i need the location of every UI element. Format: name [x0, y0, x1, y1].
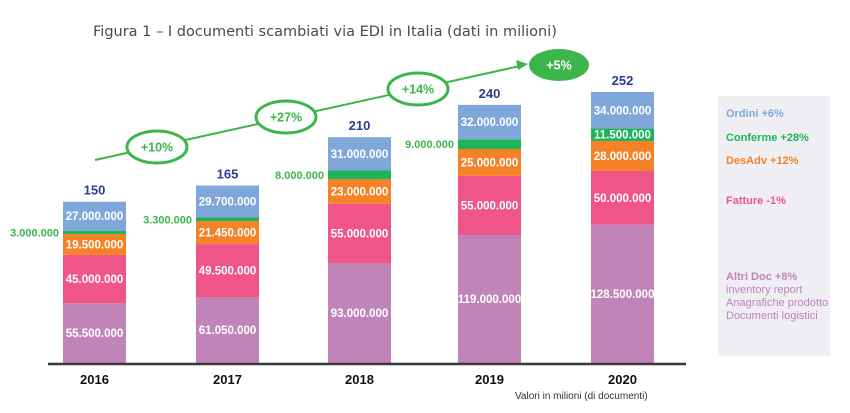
total-label-2017: 165 — [217, 167, 239, 182]
segment-label-altri-doc-2019: 119.000.000 — [458, 294, 521, 306]
bar-segment-conferme-2017 — [196, 217, 259, 222]
bar-segment-altri-doc-2017 — [196, 297, 259, 363]
bar-segment-conferme-2020 — [591, 128, 654, 141]
segment-label-ordini-2016: 27.000.000 — [66, 211, 124, 223]
x-tick-label-2016: 2016 — [80, 372, 109, 387]
legend-detail-logistici: Documenti logistici — [726, 310, 818, 322]
legend-detail-anagrafiche: Anagrafiche prodotto — [726, 297, 829, 309]
segment-label-desadv-2020: 28.000.000 — [594, 151, 652, 163]
bar-segment-ordini-2016 — [63, 201, 126, 231]
segment-label-conferme-2018: 8.000.000 — [275, 170, 324, 182]
bar-segment-fatture-2018 — [328, 203, 391, 263]
legend-item-altri-doc: Altri Doc +8% — [726, 271, 798, 283]
bar-segment-fatture-2020 — [591, 171, 654, 225]
segment-label-altri-doc-2016: 55.500.000 — [66, 328, 124, 340]
segment-label-fatture-2018: 55.000.000 — [331, 228, 389, 240]
footnote: Valori in milioni (di documenti) — [515, 391, 648, 402]
segment-label-conferme-2020: 11.500.000 — [594, 130, 651, 142]
legend-item-fatture: Fatture -1% — [726, 195, 786, 207]
segment-label-conferme-2019: 9.000.000 — [405, 139, 454, 151]
trend-arrowhead — [516, 60, 528, 70]
bar-segment-desadv-2018 — [328, 179, 391, 204]
total-label-2020: 252 — [612, 73, 634, 88]
bar-segment-ordini-2020 — [591, 92, 654, 129]
segment-label-fatture-2020: 50.000.000 — [594, 193, 652, 205]
growth-badge-3 — [386, 71, 450, 107]
bar-segment-ordini-2017 — [196, 185, 259, 218]
segment-label-fatture-2019: 55.000.000 — [461, 200, 519, 212]
legend-item-conferme: Conferme +28% — [726, 132, 809, 144]
growth-label-3: +14% — [402, 83, 434, 97]
labels-layer: 55.500.000 45.000.000 19.500.000 3.000.000 2… — [10, 73, 654, 387]
trend-layer: +10% +27% +14% +5% — [94, 49, 589, 165]
segment-label-fatture-2017: 49.500.000 — [199, 266, 257, 278]
growth-badge-1 — [125, 129, 189, 165]
segment-label-altri-doc-2017: 61.050.000 — [199, 325, 257, 337]
growth-badge-2 — [254, 99, 318, 135]
segment-label-ordini-2018: 31.000.000 — [331, 149, 389, 161]
segment-label-desadv-2019: 25.000.000 — [461, 157, 519, 169]
segment-label-ordini-2017: 29.700.000 — [199, 197, 257, 209]
bar-segment-altri-doc-2016 — [63, 303, 126, 363]
growth-label-2: +27% — [270, 111, 302, 125]
x-tick-label-2017: 2017 — [213, 372, 242, 387]
bar-segment-desadv-2016 — [63, 233, 126, 255]
bar-segment-fatture-2016 — [63, 254, 126, 304]
bar-segment-fatture-2017 — [196, 244, 259, 298]
bar-segment-conferme-2016 — [63, 230, 126, 234]
x-tick-label-2019: 2019 — [475, 372, 504, 387]
bar-segment-desadv-2019 — [458, 148, 521, 176]
segment-label-desadv-2017: 21.450.000 — [199, 228, 257, 240]
bar-segment-altri-doc-2020 — [591, 224, 654, 363]
segment-label-altri-doc-2018: 93.000.000 — [331, 308, 389, 320]
segment-label-desadv-2018: 23.000.000 — [331, 186, 389, 198]
segment-label-ordini-2019: 32.000.000 — [461, 117, 519, 129]
bar-segment-desadv-2017 — [196, 221, 259, 245]
segment-label-altri-doc-2020: 128.500.000 — [591, 289, 655, 301]
x-tick-label-2020: 2020 — [608, 372, 637, 387]
bar-segment-fatture-2019 — [458, 175, 521, 236]
segment-label-conferme-2017: 3.300.000 — [143, 214, 192, 226]
total-label-2016: 150 — [84, 183, 106, 198]
bar-segment-altri-doc-2019 — [458, 235, 521, 363]
bars-layer — [63, 92, 654, 363]
bar-segment-conferme-2018 — [328, 170, 391, 180]
segment-label-desadv-2016: 19.500.000 — [66, 239, 124, 251]
total-label-2018: 210 — [349, 118, 371, 133]
legend: Ordini +6% Conferme +28% DesAdv +12% Fat… — [718, 96, 830, 356]
segment-label-conferme-2016: 3.000.000 — [10, 227, 59, 239]
bar-segment-ordini-2018 — [328, 137, 391, 171]
bar-segment-ordini-2019 — [458, 104, 521, 140]
bar-segment-altri-doc-2018 — [328, 262, 391, 363]
total-label-2019: 240 — [479, 86, 501, 101]
legend-item-ordini: Ordini +6% — [726, 108, 784, 120]
bar-segment-desadv-2020 — [591, 140, 654, 172]
growth-label-4: +5% — [546, 59, 571, 73]
growth-label-1: +10% — [141, 141, 173, 155]
bar-segment-conferme-2019 — [458, 139, 521, 149]
growth-badge-4 — [529, 49, 589, 81]
chart-title: Figura 1 – I documenti scambiati via EDI… — [93, 24, 557, 40]
legend-item-desadv: DesAdv +12% — [726, 155, 799, 167]
segment-label-ordini-2020: 34.000.000 — [594, 105, 652, 117]
x-tick-label-2018: 2018 — [345, 372, 374, 387]
segment-label-fatture-2016: 45.000.000 — [66, 274, 124, 286]
legend-detail-inventory: inventory report — [726, 284, 803, 296]
